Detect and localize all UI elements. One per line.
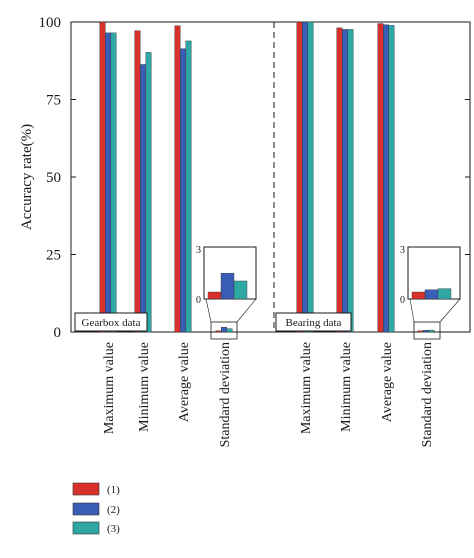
bar-bearing-2-series-3 (347, 29, 354, 333)
legend-swatch-1 (72, 482, 100, 496)
zoom-connector (236, 298, 257, 323)
bar-gearbox-4-series-2 (221, 326, 227, 333)
bar-bearing-3-series-3 (388, 25, 395, 333)
zoom-connector (205, 298, 212, 323)
x-category-label: Minimum value (137, 342, 152, 432)
bar-gearbox-2-series-2 (140, 64, 146, 333)
x-category-label: Average value (177, 342, 192, 422)
bar-gearbox-3-series-3 (185, 40, 192, 333)
inset-bar-bearing-series-1 (411, 291, 426, 300)
y-tick-label: 0 (54, 325, 62, 341)
legend-label-3: (3) (107, 523, 120, 535)
bar-bearing-4-series-1 (417, 330, 424, 333)
x-category-label: Standard deviation (218, 342, 233, 447)
x-category-label: Maximum value (102, 342, 117, 434)
zoom-connector (439, 298, 461, 323)
y-axis-title: Accuracy rate(%) (19, 124, 35, 230)
zoom-source-box (210, 321, 238, 340)
inset-tick-label: 0 (400, 295, 405, 306)
bar-gearbox-4-series-1 (215, 330, 222, 333)
legend-swatch-2 (72, 502, 100, 516)
bar-bearing-1-series-2 (302, 21, 308, 333)
bar-bearing-2-series-1 (336, 27, 343, 333)
zoom-source-box (413, 321, 441, 340)
y-tick-label: 25 (46, 248, 61, 264)
bar-gearbox-3-series-2 (180, 48, 186, 333)
inset-bar-gearbox-series-1 (207, 291, 222, 300)
zoom-connector (409, 298, 415, 323)
legend-label-2: (2) (107, 504, 120, 516)
bar-gearbox-2-series-3 (145, 52, 152, 333)
bar-bearing-3-series-2 (383, 24, 389, 333)
x-category-label: Maximum value (299, 342, 314, 434)
inset-bar-bearing-series-2 (424, 289, 439, 300)
y-tick-label: 50 (46, 170, 61, 186)
inset-tick-label: 0 (196, 295, 201, 306)
inset-tick-label: 3 (400, 245, 405, 256)
panel-label: Bearing data (286, 317, 342, 329)
y-tick-label: 100 (39, 15, 62, 31)
panel-label-box (74, 312, 148, 332)
bar-bearing-1-series-3 (307, 21, 314, 333)
y-tick-label: 75 (46, 93, 61, 109)
legend-swatch-3 (72, 521, 100, 535)
bar-bearing-2-series-2 (342, 29, 348, 333)
inset-bar-bearing-series-3 (437, 288, 452, 300)
inset-bar-gearbox-series-2 (220, 272, 235, 300)
bar-bearing-4-series-2 (423, 330, 429, 333)
bar-gearbox-2-series-1 (134, 30, 141, 333)
bar-gearbox-3-series-1 (174, 25, 181, 333)
bar-bearing-3-series-1 (377, 23, 384, 333)
legend-label-1: (1) (107, 484, 120, 496)
bar-gearbox-4-series-3 (226, 328, 233, 333)
bar-gearbox-1-series-3 (110, 32, 117, 333)
bar-bearing-1-series-1 (296, 21, 303, 333)
panel-label: Gearbox data (82, 317, 141, 329)
inset-tick-label: 3 (196, 245, 201, 256)
bar-bearing-4-series-3 (428, 329, 435, 333)
panel-label-box (275, 312, 352, 332)
bar-gearbox-1-series-1 (99, 21, 106, 333)
x-category-label: Standard deviation (420, 342, 435, 447)
x-category-label: Minimum value (339, 342, 354, 432)
x-category-label: Average value (380, 342, 395, 422)
bar-gearbox-1-series-2 (105, 32, 111, 333)
inset-bar-gearbox-series-3 (233, 280, 248, 300)
